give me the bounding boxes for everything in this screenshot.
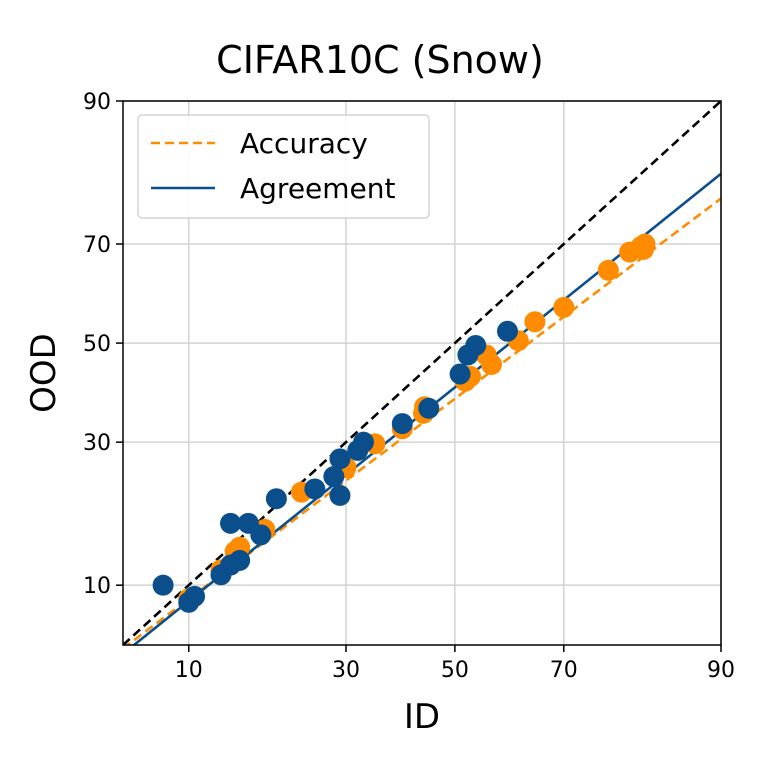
x-axis-label: ID [404, 697, 440, 737]
agreement-point [329, 448, 351, 470]
x-tick-label: 90 [707, 658, 735, 683]
accuracy-point [597, 259, 619, 281]
agreement-point [496, 320, 518, 342]
y-tick-label: 90 [83, 90, 111, 115]
diagonal-line [123, 101, 721, 645]
y-tick-label: 50 [83, 332, 111, 357]
legend-box [137, 114, 430, 219]
agreement-point [418, 397, 440, 419]
legend-agreement-label: Agreement [240, 172, 396, 205]
accuracy-point [634, 233, 656, 255]
series-agreement-points [152, 320, 518, 613]
legend: Accuracy Agreement [137, 114, 430, 219]
agreement-point [229, 549, 251, 571]
x-tick-label: 30 [332, 658, 360, 683]
agreement-point [220, 512, 242, 534]
agreement-point [449, 363, 471, 385]
accuracy-fit-line [125, 197, 721, 645]
y-tick-label: 10 [83, 574, 111, 599]
accuracy-point [481, 353, 503, 375]
accuracy-point [524, 311, 546, 333]
agreement-point [391, 413, 413, 435]
agreement-point [465, 334, 487, 356]
x-tick-label: 50 [441, 658, 469, 683]
plot-frame [122, 100, 722, 646]
data-points [152, 233, 656, 613]
x-tick-label: 10 [175, 658, 203, 683]
chart-title: CIFAR10C (Snow) [216, 38, 544, 82]
agreement-point [323, 466, 345, 488]
legend-accuracy-label: Accuracy [240, 127, 368, 160]
agreement-point [265, 488, 287, 510]
accuracy-point [553, 296, 575, 318]
y-tick-label: 70 [83, 233, 111, 258]
agreement-point [250, 524, 272, 546]
agreement-point [329, 484, 351, 506]
axis-ticks: 10 30 50 70 90 10 30 50 70 90 [83, 90, 735, 683]
y-axis-label: OOD [24, 333, 64, 413]
agreement-point [184, 585, 206, 607]
x-tick-label: 70 [550, 658, 578, 683]
agreement-point [152, 574, 174, 596]
agreement-point [304, 478, 326, 500]
y-tick-label: 30 [83, 431, 111, 456]
agreement-point [353, 431, 375, 453]
